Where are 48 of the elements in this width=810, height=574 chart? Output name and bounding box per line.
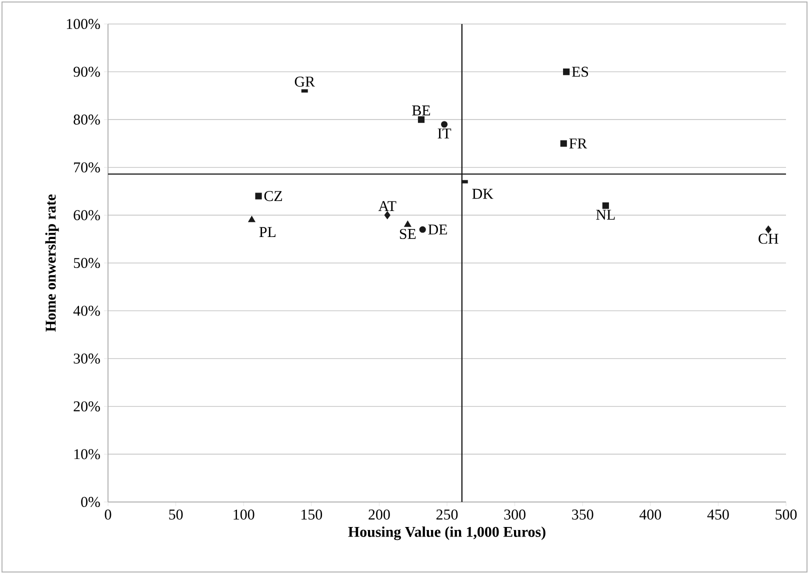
annotation: ES — [572, 66, 588, 77]
point — [765, 226, 772, 234]
annotation: FR — [569, 138, 588, 148]
y-tick-label: 100% — [66, 18, 100, 30]
annotation: GR — [294, 76, 315, 87]
x-tick-label: 250 — [436, 510, 458, 520]
y-tick-label: 80% — [74, 114, 100, 125]
annotation: SE — [400, 228, 416, 239]
x-tick-label: 0 — [104, 510, 112, 520]
annotation: CZ — [264, 191, 282, 202]
point — [404, 221, 411, 227]
point — [255, 192, 262, 200]
y-axis-title: Home onwership rate — [45, 194, 59, 332]
x-tick-label: 100 — [234, 510, 254, 520]
annotation: PL — [259, 227, 276, 237]
point — [419, 226, 426, 233]
annotation: DK — [472, 188, 494, 199]
annotation: DE — [428, 224, 447, 234]
point — [384, 211, 390, 219]
annotation: CH — [758, 234, 778, 244]
y-tick-label: 70% — [74, 162, 100, 172]
y-tick-label: 0% — [81, 496, 100, 508]
x-axis-title: Housing Value (in 1,000 Euros) — [348, 526, 546, 540]
annotation: BE — [412, 106, 430, 116]
y-tick-label: 60% — [74, 210, 100, 220]
y-tick-label: 10% — [74, 449, 100, 460]
annotation: AT — [378, 201, 396, 211]
y-tick-label: 40% — [73, 306, 100, 316]
annotation: NL — [596, 210, 615, 220]
point — [560, 140, 567, 147]
y-tick-label: 90% — [74, 66, 100, 77]
point — [248, 216, 256, 222]
point — [418, 116, 425, 123]
point — [563, 68, 570, 76]
y-tick-label: 50% — [74, 258, 100, 268]
x-tick-label: 450 — [707, 510, 729, 520]
x-tick-label: 300 — [504, 510, 526, 520]
point — [602, 202, 609, 209]
x-tick-label: 150 — [302, 510, 322, 520]
x-tick-label: 50 — [169, 510, 183, 520]
x-tick-label: 400 — [640, 510, 662, 520]
annotation: IT — [438, 128, 452, 138]
y-tick-label: 20% — [74, 401, 100, 412]
y-tick-label: 30% — [74, 354, 100, 364]
x-tick-label: 500 — [776, 510, 797, 520]
point — [441, 121, 448, 128]
x-tick-label: 350 — [572, 510, 594, 520]
x-tick-label: 200 — [368, 510, 390, 520]
